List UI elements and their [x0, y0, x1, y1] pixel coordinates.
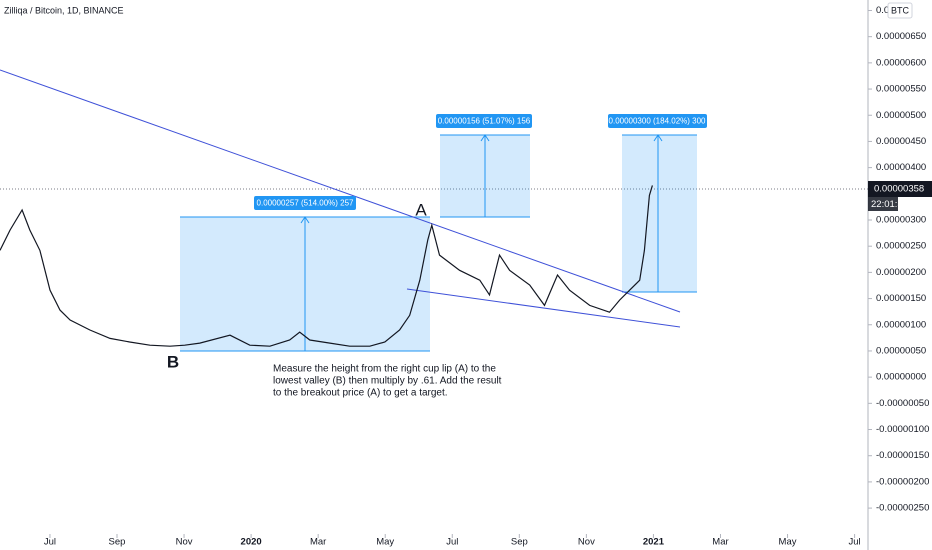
- y-tick-label: 0.00000100: [876, 319, 926, 330]
- y-tick-label: -0.00000250: [876, 503, 929, 514]
- x-tick-label: Sep: [511, 537, 528, 548]
- arrow-head: [480, 134, 490, 142]
- x-tick-label: 2021: [643, 537, 665, 548]
- y-tick-label: 0.00000250: [876, 241, 926, 252]
- currency-badge: [887, 2, 913, 19]
- y-tick-label: 0.00000650: [876, 31, 926, 42]
- y-tick-label: 0.00000500: [876, 110, 926, 121]
- arrow-head: [300, 216, 310, 224]
- countdown: 22:01:57: [871, 199, 908, 210]
- chart-title: Zilliqa / Bitcoin, 1D, BINANCE: [4, 5, 124, 15]
- y-tick-label: 0.00000450: [876, 136, 926, 147]
- x-tick-label: 2020: [241, 537, 262, 548]
- y-tick-label: -0.00000200: [876, 476, 929, 487]
- y-tick-label: 0.00000550: [876, 84, 926, 95]
- point-label: A: [415, 200, 427, 219]
- y-tick-label: 0.0: [876, 5, 889, 16]
- x-tick-label: Nov: [176, 537, 193, 548]
- x-tick-label: Nov: [578, 537, 595, 548]
- x-tick-label: Jul: [44, 537, 56, 548]
- trend-line: [406, 288, 681, 328]
- x-tick-label: May: [779, 537, 797, 548]
- y-tick-label: 0.00000200: [876, 267, 926, 278]
- y-tick-label: 0.00000000: [876, 372, 926, 383]
- y-tick-label: 0.00000300: [876, 215, 926, 226]
- note-line: to the breakout price (A) to get a targe…: [273, 388, 448, 399]
- note-line: lowest valley (B) then multiply by .61. …: [273, 376, 502, 387]
- x-tick-label: Jul: [849, 537, 861, 548]
- y-tick-label: 0.00000400: [876, 162, 926, 173]
- countdown-badge: [868, 197, 898, 211]
- y-tick-label: -0.00000150: [876, 450, 929, 461]
- x-tick-label: May: [376, 537, 394, 548]
- y-tick-label: 0.00000050: [876, 345, 926, 356]
- y-tick-label: 0.00000150: [876, 293, 926, 304]
- label-bg: [608, 114, 707, 128]
- box-label: 0.00000257 (514.00%) 257: [257, 199, 355, 208]
- x-tick-label: Jul: [446, 537, 458, 548]
- trend-line: [0, 69, 681, 313]
- x-tick-label: Mar: [310, 537, 326, 548]
- y-axis: 0.0 0.00000650 0.00000600 0.00000550 0.00000…: [868, 5, 929, 514]
- point-label: B: [167, 352, 179, 371]
- y-tick-label: -0.00000100: [876, 424, 929, 435]
- box-label: 0.00000156 (51.07%) 156: [438, 117, 531, 126]
- measure-box: [622, 135, 697, 292]
- y-tick-label: 0.00000600: [876, 57, 926, 68]
- label-bg: [436, 114, 532, 128]
- x-tick-label: Mar: [712, 537, 728, 548]
- note-line: Measure the height from the right cup li…: [273, 364, 496, 375]
- y-tick-label: -0.00000050: [876, 398, 929, 409]
- x-tick-label: Sep: [109, 537, 126, 548]
- currency: BTC: [891, 5, 910, 15]
- price-badge: [868, 181, 932, 197]
- price-badge-label: 0.00000358: [874, 184, 924, 195]
- label-bg: [254, 196, 356, 210]
- box-label: 0.00000300 (184.02%) 300: [609, 117, 707, 126]
- price-line: [0, 185, 653, 347]
- arrow-head: [653, 134, 663, 142]
